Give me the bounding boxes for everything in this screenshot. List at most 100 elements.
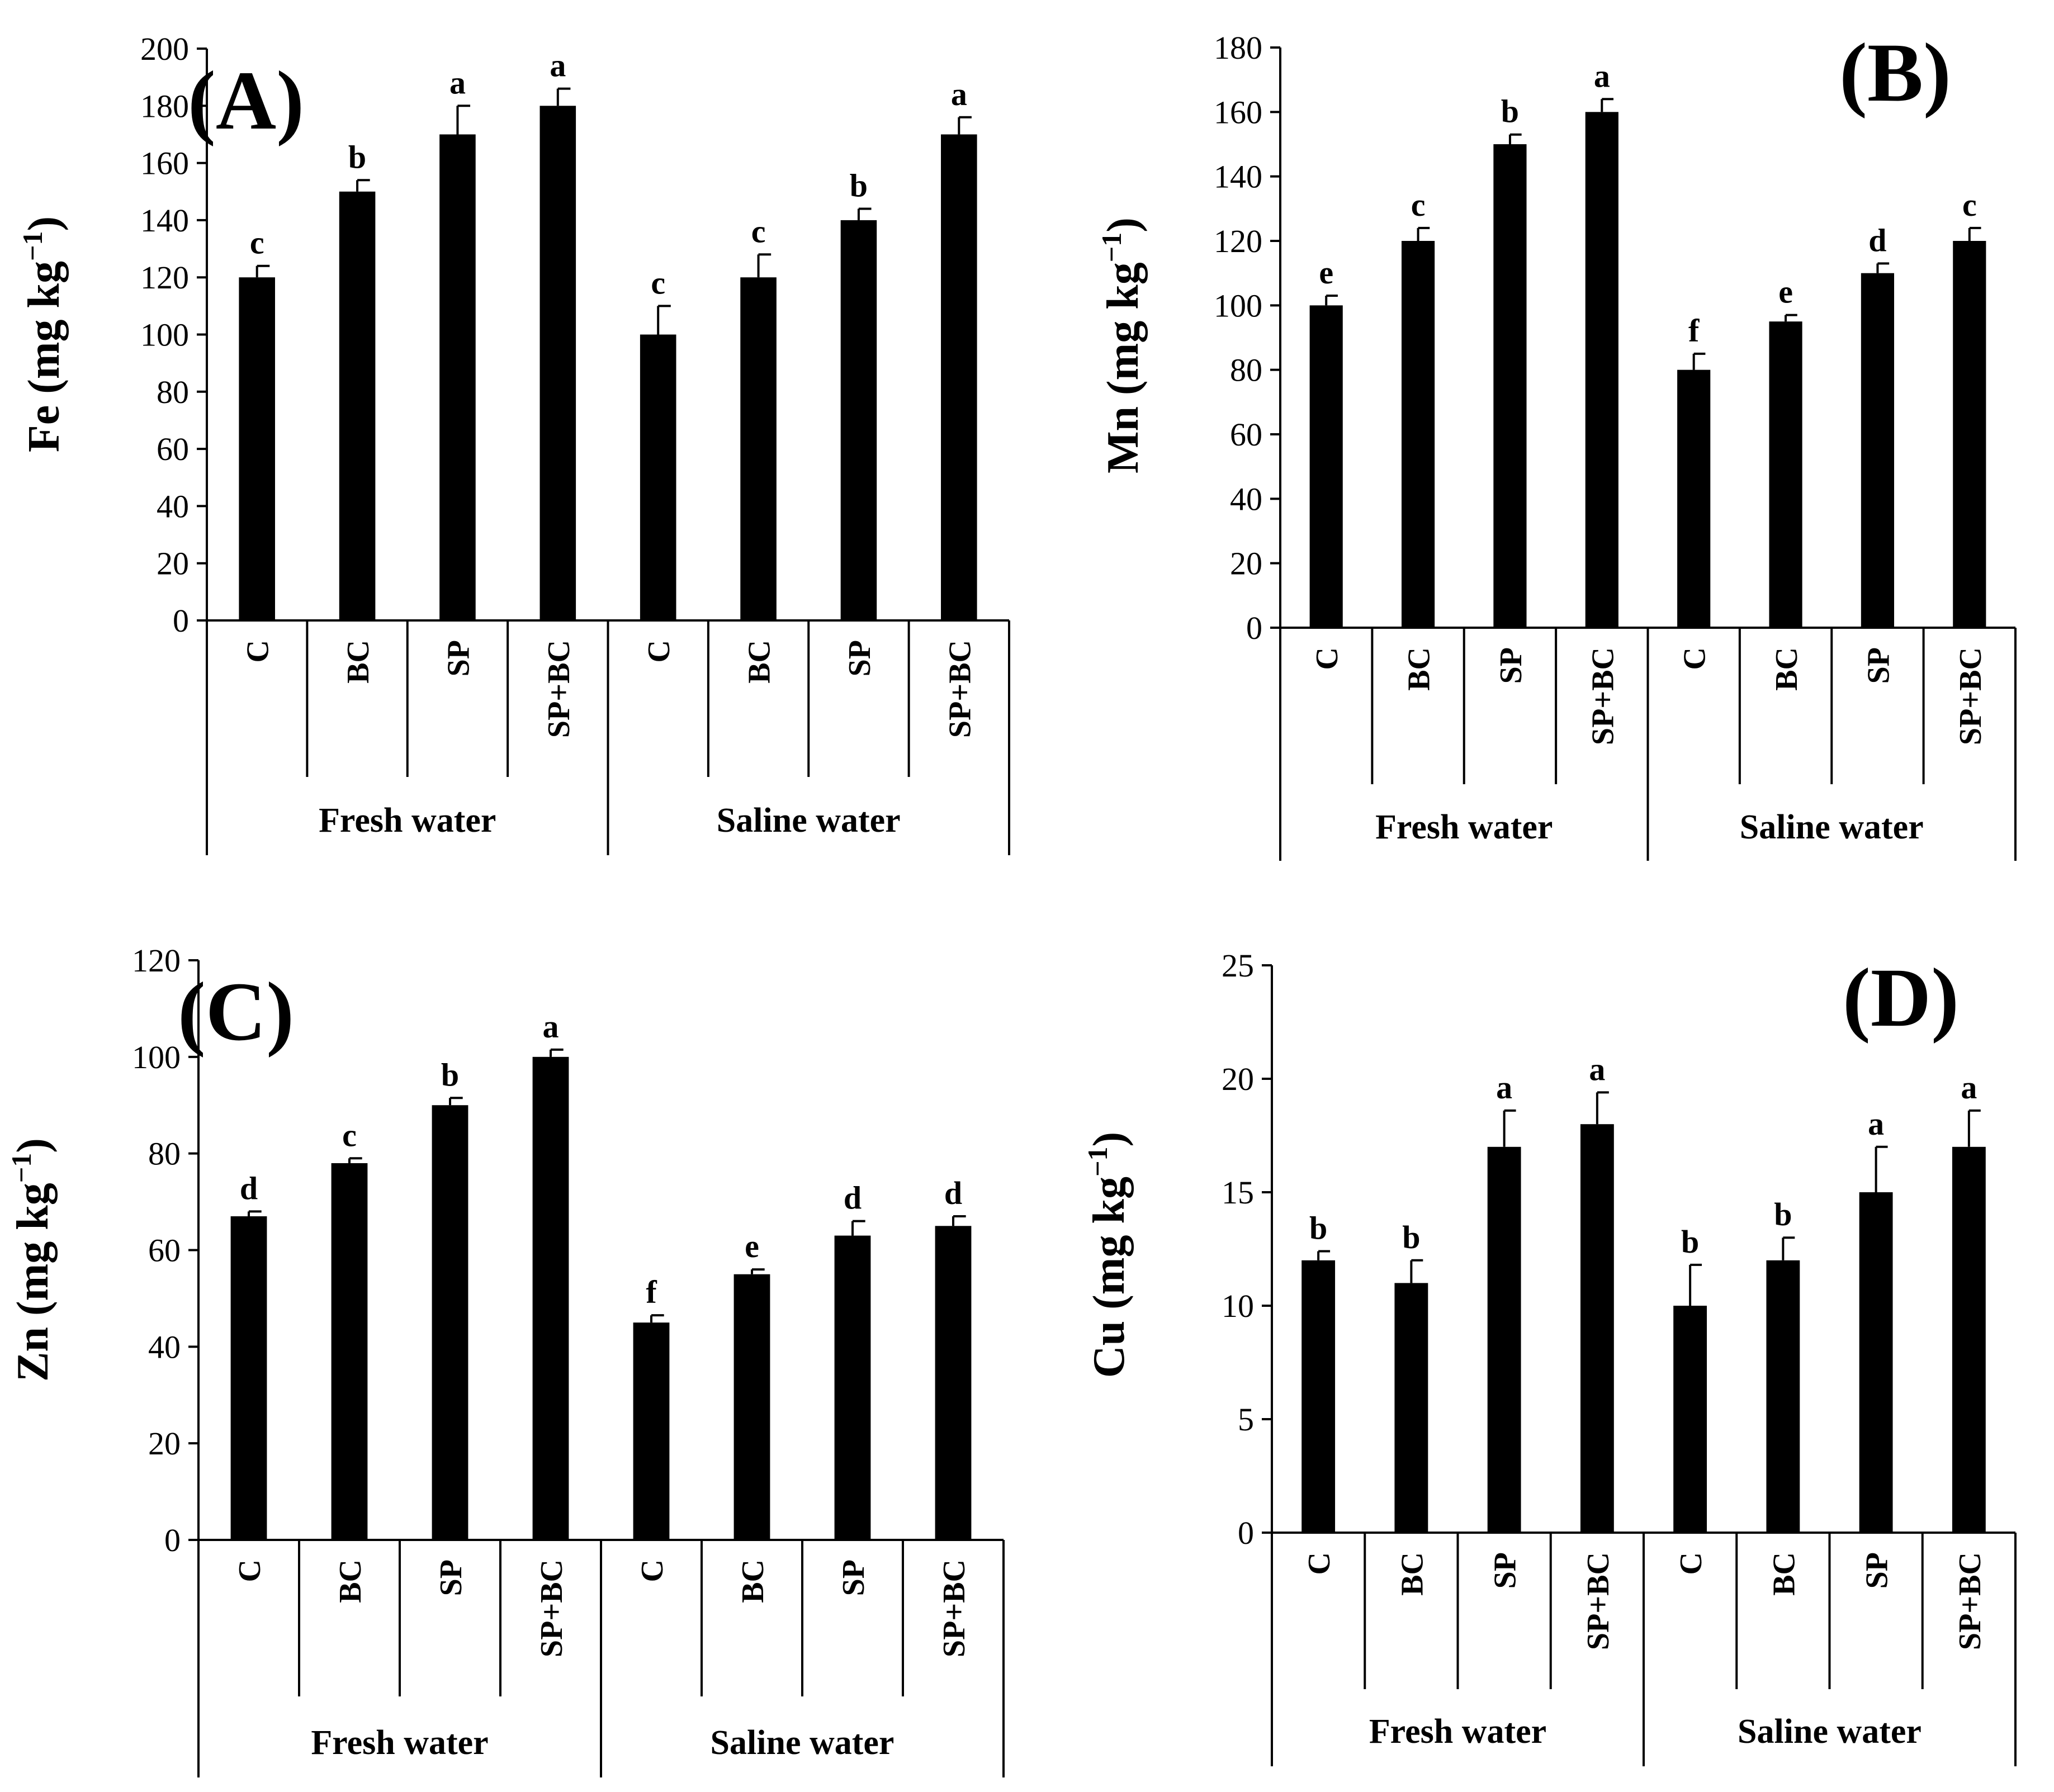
bar (1766, 1260, 1800, 1533)
significance-letter: d (944, 1175, 962, 1211)
significance-letter: a (1594, 58, 1610, 94)
chart-panel-3: 0 20 40 60 80 100 120 Fresh water C BC SP SP+BC Sali… (6, 942, 1005, 1777)
significance-letter: d (844, 1180, 862, 1216)
bar (532, 1056, 569, 1540)
chart-panel-2: 0 20 40 60 80 100 120 140 160 180 Fresh water C BC SP… (1096, 26, 2017, 861)
significance-letter: c (651, 264, 665, 301)
y-tick-label: 180 (1214, 30, 1262, 66)
bar (1673, 1306, 1707, 1533)
y-tick-label: 60 (148, 1232, 181, 1269)
y-tick-label: 140 (1214, 159, 1262, 195)
category-label: SP+BC (1586, 647, 1620, 745)
category-label: SP (1494, 647, 1528, 684)
group-label: Fresh water (1369, 1713, 1546, 1751)
y-tick-label: 80 (1230, 352, 1262, 388)
chart-panel-1: 0 20 40 60 80 100 120 140 160 180 200 Fresh water C B… (17, 31, 1010, 855)
significance-letter: c (751, 213, 766, 249)
y-tick-label: 80 (148, 1136, 181, 1172)
category-label: SP+BC (1581, 1552, 1616, 1650)
significance-letter: b (1681, 1224, 1699, 1260)
bar (339, 191, 376, 620)
category-label: BC (341, 640, 376, 684)
significance-letter: b (441, 1056, 459, 1093)
category-label: BC (333, 1559, 368, 1603)
significance-letter: b (348, 139, 366, 175)
y-tick-label: 60 (1230, 416, 1262, 453)
panel-label: (D) (1843, 951, 1959, 1044)
category-label: SP+BC (1953, 1552, 1987, 1650)
category-label: C (1310, 647, 1345, 670)
group-label: Fresh water (1375, 808, 1553, 846)
y-tick-label: 120 (132, 942, 181, 979)
panel-label: (C) (178, 965, 294, 1058)
bar (1302, 1260, 1336, 1533)
significance-letter: b (850, 167, 868, 203)
y-tick-label: 0 (1238, 1515, 1254, 1551)
significance-letter: c (342, 1117, 357, 1153)
bar (1859, 1192, 1893, 1533)
bar (640, 334, 676, 620)
bar (740, 277, 777, 620)
bar (539, 106, 576, 621)
bar (733, 1274, 770, 1540)
y-tick-label: 60 (157, 431, 189, 467)
y-tick-label: 120 (140, 259, 189, 296)
category-label: SP+BC (1953, 647, 1988, 745)
y-tick-label: 200 (140, 31, 189, 67)
y-tick-label: 180 (140, 88, 189, 124)
bar (1309, 305, 1343, 628)
significance-letter: f (646, 1274, 657, 1310)
significance-letter: a (1589, 1051, 1605, 1087)
category-label: C (1678, 647, 1712, 670)
bar (1401, 241, 1435, 628)
category-label: C (233, 1559, 267, 1582)
y-tick-label: 5 (1238, 1401, 1254, 1438)
bar (1861, 273, 1895, 628)
significance-letter: e (1778, 274, 1793, 310)
category-label: SP+BC (534, 1559, 569, 1657)
category-label: C (241, 640, 276, 662)
bar (1487, 1146, 1521, 1533)
bar (633, 1322, 670, 1540)
significance-letter: c (1411, 187, 1426, 223)
significance-letter: a (1961, 1069, 1977, 1106)
category-label: BC (736, 1559, 770, 1603)
significance-letter: b (1402, 1219, 1420, 1255)
y-tick-label: 20 (1222, 1061, 1254, 1097)
y-tick-label: 160 (1214, 94, 1262, 130)
chart-panel-4: 0 5 10 15 20 25 Fresh water C BC SP SP+BC Saline wa… (1082, 947, 2017, 1766)
group-label: Fresh water (311, 1724, 488, 1762)
bar (1953, 241, 1986, 628)
y-tick-label: 0 (164, 1522, 181, 1558)
category-label: SP (441, 640, 476, 676)
y-tick-label: 10 (1222, 1288, 1254, 1324)
y-tick-label: 15 (1222, 1174, 1254, 1211)
category-label: SP (1488, 1552, 1523, 1589)
significance-letter: c (250, 225, 264, 261)
category-label: BC (742, 640, 777, 684)
significance-letter: e (745, 1228, 759, 1264)
group-label: Fresh water (319, 802, 496, 840)
y-axis-label: Cu (mg kg−1) (1082, 1132, 1134, 1378)
significance-letter: d (1868, 222, 1886, 258)
y-tick-label: 120 (1214, 223, 1262, 259)
significance-letter: e (1319, 254, 1333, 291)
significance-letter: c (1962, 187, 1977, 223)
category-label: SP (434, 1559, 468, 1596)
y-tick-label: 100 (132, 1039, 181, 1075)
group-label: Saline water (1740, 808, 1924, 846)
category-label: C (1302, 1552, 1337, 1575)
panel-label: (A) (188, 54, 304, 147)
category-label: BC (1395, 1552, 1430, 1596)
y-tick-label: 20 (1230, 546, 1262, 582)
y-axis-label: Fe (mg kg−1) (17, 216, 69, 452)
y-axis-label: Zn (mg kg−1) (6, 1138, 58, 1382)
y-tick-label: 40 (148, 1329, 181, 1365)
bar (432, 1105, 468, 1540)
category-label: SP+BC (937, 1559, 972, 1657)
y-tick-label: 100 (140, 317, 189, 353)
category-label: SP+BC (943, 640, 977, 738)
bar (840, 220, 877, 620)
y-tick-label: 160 (140, 145, 189, 182)
